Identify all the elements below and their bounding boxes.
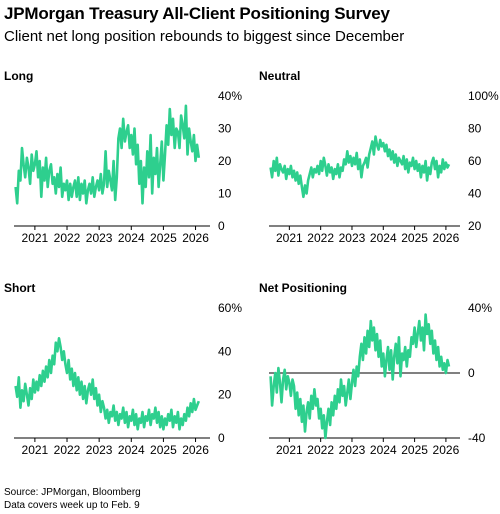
y-tick-label: 80: [468, 122, 482, 136]
x-tick-label: 2021: [276, 443, 303, 457]
panel-title-net: Net Positioning: [259, 281, 347, 295]
x-tick-label: 2021: [22, 231, 49, 245]
y-tick-label: 30: [218, 122, 232, 136]
x-tick-label: 2021: [276, 231, 303, 245]
x-tick-label: 2022: [307, 231, 334, 245]
x-tick-label: 2024: [118, 231, 145, 245]
y-tick-label: 0: [218, 219, 225, 233]
y-tick-label: 40%: [468, 301, 492, 315]
x-tick-label: 2026: [182, 443, 209, 457]
chart-title: JPMorgan Treasury All-Client Positioning…: [4, 4, 390, 23]
y-tick-label: 60: [468, 154, 482, 168]
source-text: Source: JPMorgan, Bloomberg: [4, 487, 141, 498]
x-tick-label: 2021: [22, 443, 49, 457]
y-tick-label: 10: [218, 187, 232, 201]
long-chart: 2021 2022 2023 2024 2025 2026 0 10 20 30 40%: [14, 89, 242, 245]
short-chart: 2021 2022 2023 2024 2025 2026 0 20 40 60%: [14, 301, 242, 457]
x-tick-label: 2024: [370, 443, 397, 457]
x-tick-label: 2026: [433, 443, 460, 457]
x-tick-label: 2023: [339, 443, 366, 457]
series-line: [14, 104, 201, 205]
y-tick-label: 60%: [218, 301, 242, 315]
x-tick-label: 2025: [401, 443, 428, 457]
panel-title-short: Short: [4, 281, 36, 295]
x-tick-label: 2022: [307, 443, 334, 457]
x-tick-label: 2025: [150, 443, 177, 457]
y-tick-label: 20: [218, 154, 232, 168]
source-note: Source: JPMorgan, Bloomberg Data covers …: [4, 486, 141, 512]
y-tick-label: 0: [218, 431, 225, 445]
x-tick-label: 2026: [182, 231, 209, 245]
y-tick-label: -40: [468, 431, 486, 445]
neutral-chart: 2021 2022 2023 2024 2025 2026 20 40 60 80 100%: [269, 89, 499, 245]
y-tick-label: 20: [468, 219, 482, 233]
x-tick-label: 2026: [433, 231, 460, 245]
x-tick-label: 2023: [86, 443, 113, 457]
x-tick-label: 2022: [54, 443, 81, 457]
series-line: [269, 135, 451, 199]
x-tick-label: 2023: [339, 231, 366, 245]
x-tick-label: 2025: [401, 231, 428, 245]
panel-title-long: Long: [4, 69, 34, 83]
y-tick-label: 40: [218, 344, 232, 358]
y-tick-label: 40: [468, 187, 482, 201]
y-tick-label: 0: [468, 366, 475, 380]
y-tick-label: 40%: [218, 89, 242, 103]
net-positioning-chart: 2021 2022 2023 2024 2025 2026 -40 0 40%: [269, 301, 492, 457]
y-tick-label: 20: [218, 388, 232, 402]
y-tick-label: 100%: [468, 89, 499, 103]
x-tick-label: 2024: [118, 443, 145, 457]
x-tick-label: 2024: [370, 231, 397, 245]
series-line: [269, 313, 451, 440]
x-tick-label: 2022: [54, 231, 81, 245]
series-line: [14, 337, 201, 431]
panel-title-neutral: Neutral: [259, 69, 301, 83]
data-coverage-note: Data covers week up to Feb. 9: [4, 500, 140, 511]
x-tick-label: 2023: [86, 231, 113, 245]
chart-subtitle: Client net long position rebounds to big…: [4, 28, 405, 45]
x-tick-label: 2025: [150, 231, 177, 245]
